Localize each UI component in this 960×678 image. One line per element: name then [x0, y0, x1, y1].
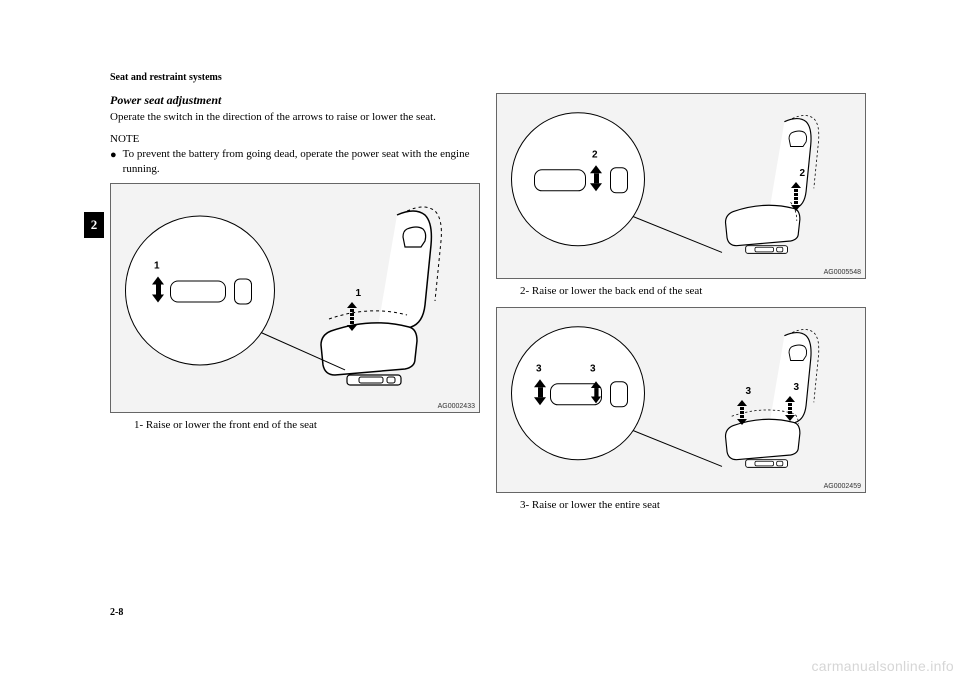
manual-page: Seat and restraint systems 2 Power seat … [110, 72, 870, 612]
chapter-tab: 2 [84, 212, 104, 238]
callout-label-2: 2 [592, 149, 598, 160]
intro-text: Operate the switch in the direction of t… [110, 110, 480, 125]
figure-code: AG0002459 [824, 483, 861, 490]
switch-arrow-rear [591, 381, 601, 403]
callout-label-1: 1 [154, 260, 160, 271]
figure-2: 2 2 AG0005548 [496, 93, 866, 279]
seat-arrow-label-1: 1 [355, 288, 361, 299]
seat-illustration [301, 203, 461, 393]
switch-small [610, 381, 628, 407]
callout-label-3b: 3 [590, 363, 596, 374]
subheading: Power seat adjustment [110, 93, 480, 108]
switch-callout: 1 [125, 215, 275, 365]
switch-arrow [590, 165, 602, 191]
switch-callout: 2 [511, 112, 645, 246]
figure-1: 1 1 AG0002433 [110, 183, 480, 413]
seat-arrow-label-3a: 3 [745, 386, 751, 397]
seat-motion-arrow [347, 302, 357, 331]
switch-large [534, 169, 586, 191]
seat-arrow-label-3b: 3 [793, 382, 799, 393]
seat-arrow-label-2: 2 [799, 168, 805, 179]
seat-illustration [703, 326, 841, 473]
left-column: Power seat adjustment Operate the switch… [110, 93, 480, 521]
page-number: 2-8 [110, 607, 123, 618]
two-column-layout: Power seat adjustment Operate the switch… [110, 93, 870, 521]
switch-arrow [152, 276, 164, 302]
switch-large [170, 280, 226, 302]
note-label: NOTE [110, 133, 480, 145]
bullet-icon: ● [110, 148, 117, 163]
switch-arrow-front [534, 379, 546, 405]
callout-label-3a: 3 [536, 363, 542, 374]
note-item: ● To prevent the battery from going dead… [110, 147, 480, 177]
figure-3-caption: 3- Raise or lower the entire seat [520, 499, 866, 511]
seat-motion-arrow-front [737, 400, 747, 425]
figure-1-caption: 1- Raise or lower the front end of the s… [134, 419, 480, 431]
figure-3: 3 3 3 3 AG0002459 [496, 307, 866, 493]
switch-callout: 3 3 [511, 326, 645, 460]
seat-illustration [703, 112, 841, 259]
figure-2-caption: 2- Raise or lower the back end of the se… [520, 285, 866, 297]
note-text: To prevent the battery from going dead, … [123, 147, 480, 177]
section-header: Seat and restraint systems [110, 72, 870, 83]
switch-small [234, 278, 252, 304]
figure-code: AG0005548 [824, 269, 861, 276]
seat-motion-arrow [791, 182, 801, 211]
seat-motion-arrow-rear [785, 396, 795, 421]
switch-small [610, 167, 628, 193]
watermark: carmanualsonline.info [812, 658, 955, 674]
figure-code: AG0002433 [438, 403, 475, 410]
right-column: 2 2 AG0005548 2- Raise or lower the back… [496, 93, 866, 521]
